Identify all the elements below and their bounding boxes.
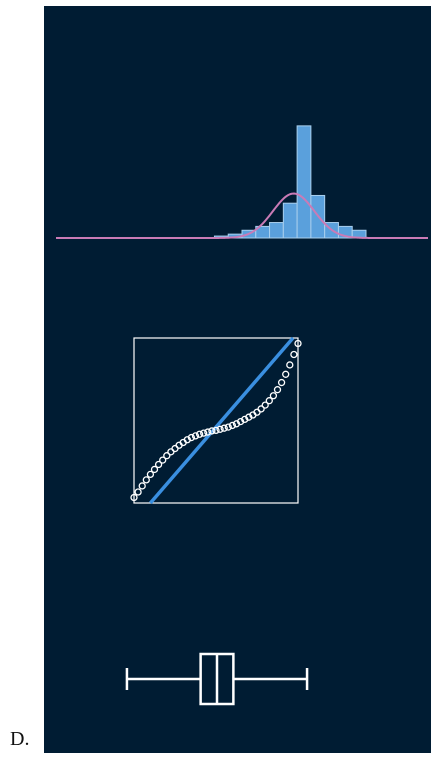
figure-svg bbox=[44, 6, 431, 753]
qq-point bbox=[172, 446, 178, 452]
qq-point bbox=[287, 362, 293, 368]
histogram-chart bbox=[56, 126, 428, 238]
histogram-bar bbox=[283, 203, 297, 238]
qq-point bbox=[168, 449, 174, 455]
qq-reference-line bbox=[150, 338, 293, 503]
qq-point bbox=[283, 371, 289, 377]
histogram-bar bbox=[270, 223, 284, 238]
option-label: D. bbox=[10, 728, 29, 751]
qq-point bbox=[143, 477, 149, 483]
qq-point bbox=[291, 352, 297, 358]
qq-point bbox=[201, 430, 207, 436]
qq-point bbox=[275, 387, 281, 393]
qq-point bbox=[135, 489, 141, 495]
qq-plot-chart bbox=[131, 338, 301, 503]
histogram-bar bbox=[297, 126, 311, 238]
qq-point bbox=[279, 380, 285, 386]
qq-point bbox=[217, 426, 223, 432]
qq-point bbox=[139, 483, 145, 489]
qq-point bbox=[221, 425, 227, 431]
boxplot-chart bbox=[127, 654, 307, 704]
qq-point bbox=[270, 393, 276, 399]
figure-panel bbox=[44, 6, 431, 753]
